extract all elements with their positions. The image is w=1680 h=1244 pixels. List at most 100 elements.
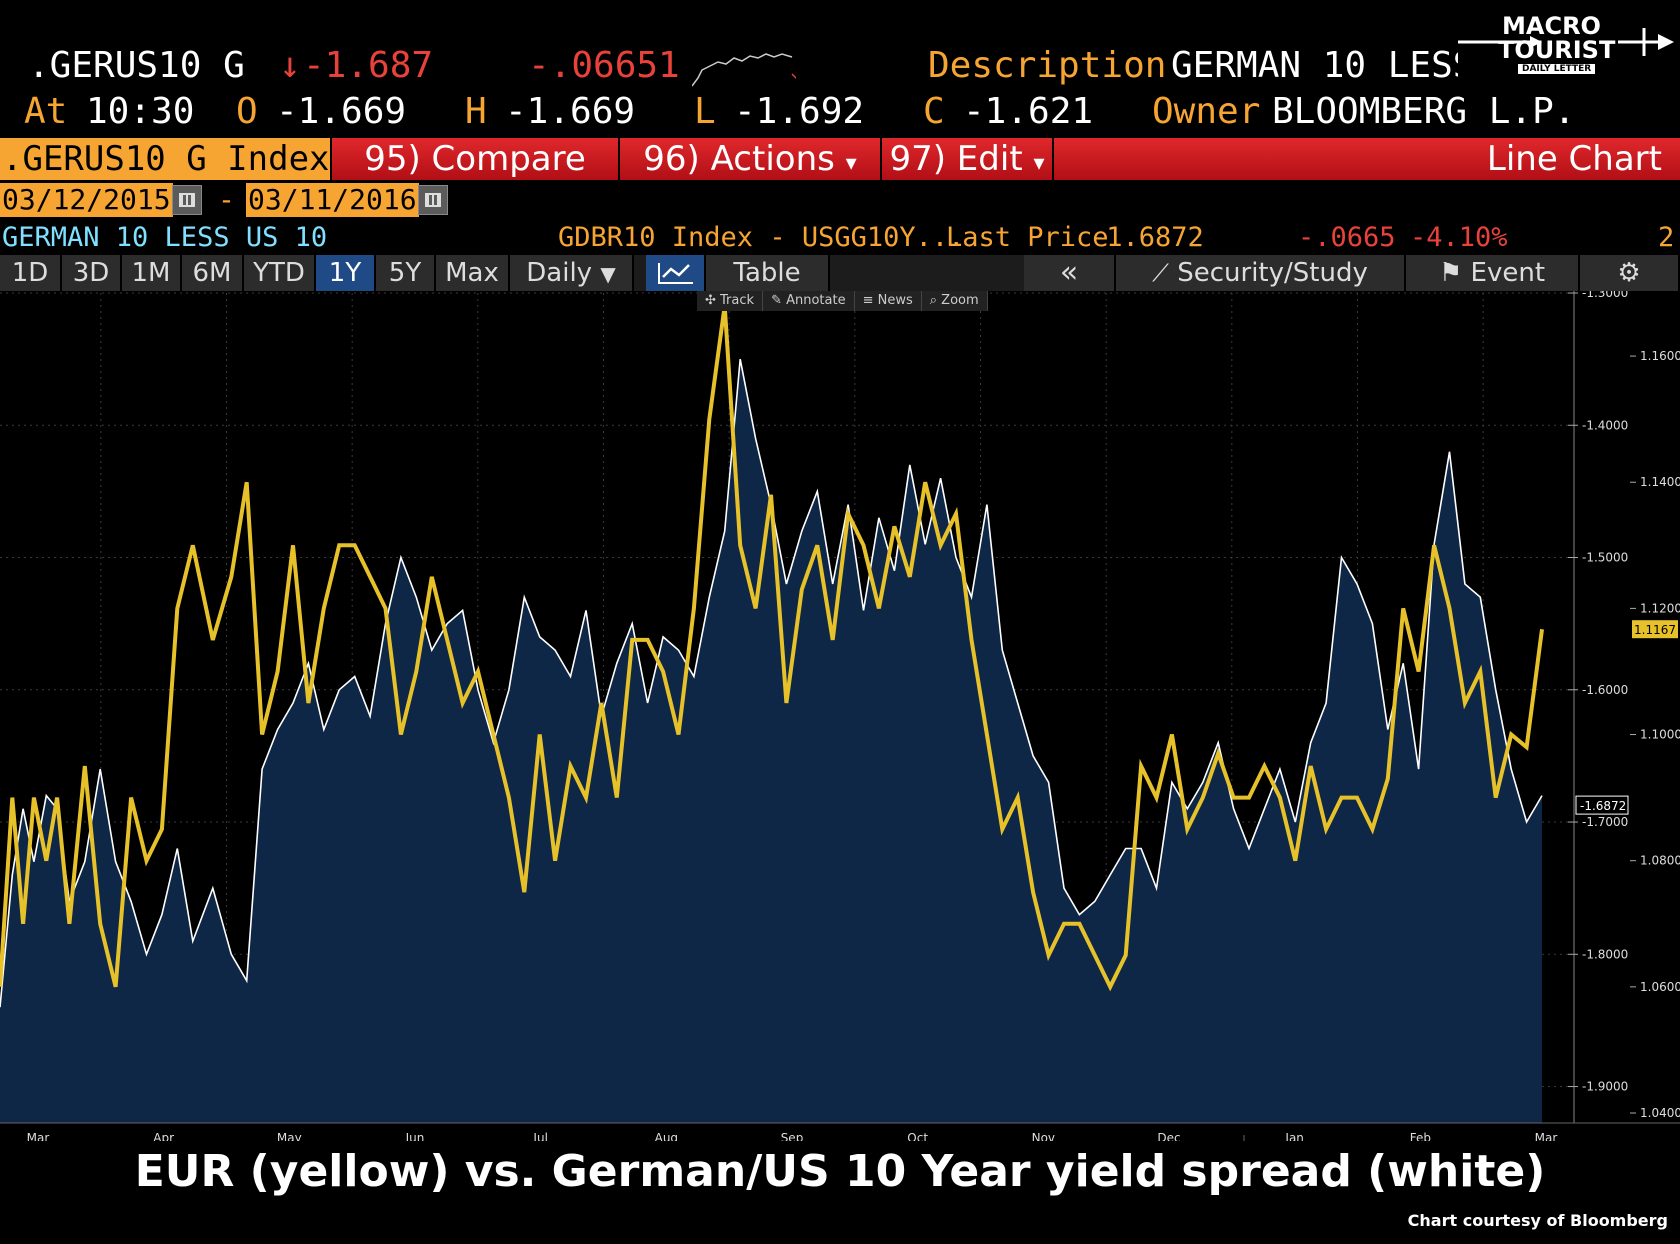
x-tick-label: Mar xyxy=(1535,1131,1558,1141)
line-chart-icon xyxy=(658,263,693,284)
actions-button[interactable]: 96) Actions ▾ xyxy=(618,138,880,180)
annotate-tool[interactable]: ✎ Annotate xyxy=(763,291,855,311)
high-value: -1.669 xyxy=(505,91,636,132)
spread-tick-label: -1.6000 xyxy=(1582,683,1628,697)
net-change: -.06651 xyxy=(528,45,680,86)
last-price: -1.687 xyxy=(303,45,434,86)
date-separator: - xyxy=(218,183,235,216)
sparkline-icon xyxy=(692,53,796,87)
x-tick-label: Jan xyxy=(1284,1131,1304,1141)
security-study-icon: ⟋ xyxy=(1152,259,1169,287)
eur-series-line xyxy=(0,305,1544,992)
end-calendar-icon[interactable] xyxy=(418,185,448,215)
security-study-button[interactable]: ⟋ Security/Study xyxy=(1116,255,1406,291)
last-price-value: -1.6872 xyxy=(1090,222,1204,253)
start-calendar-icon[interactable] xyxy=(172,185,202,215)
high-label: H xyxy=(465,91,487,132)
chart-caption: EUR (yellow) vs. German/US 10 Year yield… xyxy=(134,1146,1546,1197)
line-chart: -1.3000 -1.4000 -1.5000 -1.6000 -1.7000 -1.80… xyxy=(0,291,1680,1141)
line-chart-view-button[interactable] xyxy=(646,255,706,291)
eur-last-tag xyxy=(1632,620,1678,639)
at-label: At xyxy=(24,91,68,132)
annotate-icon: ✎ xyxy=(771,293,787,308)
security-study-label: Security/Study xyxy=(1177,258,1368,288)
track-tool[interactable]: ✣ Track xyxy=(697,291,764,311)
chart-tools: ✣ Track ✎ Annotate ≡ News ⌕ Zoom xyxy=(697,291,988,311)
open-value: -1.669 xyxy=(276,91,407,132)
chart-credit: Chart courtesy of Bloomberg xyxy=(1407,1211,1668,1230)
spread-series-line xyxy=(0,358,1543,1008)
edit-button[interactable]: 97) Edit ▾ xyxy=(880,138,1052,180)
x-tick-label: Sep xyxy=(781,1131,804,1141)
tab-period-max[interactable]: Max xyxy=(436,255,510,291)
tab-period-5y[interactable]: 5Y xyxy=(376,255,436,291)
low-value: -1.692 xyxy=(734,91,865,132)
spread-tick-label: -1.7000 xyxy=(1582,815,1628,829)
tab-period-1m[interactable]: 1M xyxy=(122,255,182,291)
last-price-label: Last Price xyxy=(946,222,1109,253)
menu-bar: .GERUS10 G Index 95) Compare 96) Actions… xyxy=(0,138,1680,180)
x-tick-label: Apr xyxy=(153,1131,174,1141)
logo-line-3: DAILY LETTER xyxy=(1518,64,1596,74)
owner-value: BLOOMBERG L.P. xyxy=(1272,91,1576,132)
actions-chevron-down-icon: ▾ xyxy=(845,151,857,176)
macro-tourist-logo: MACRO TOURIST DAILY LETTER xyxy=(1458,6,1680,86)
spread-tick-label: -1.9000 xyxy=(1582,1080,1628,1094)
track-icon: ✣ xyxy=(705,293,721,308)
collapse-button[interactable]: « xyxy=(1024,255,1116,291)
tab-period-1y[interactable]: 1Y xyxy=(316,255,376,291)
security-formula: GDBR10 Index - USGG10Y... xyxy=(558,222,965,253)
eur-tick-label: 1.1400 xyxy=(1640,475,1680,489)
security-change: -.0665 xyxy=(1298,222,1396,253)
frequency-dropdown[interactable]: Daily ▼ xyxy=(510,255,634,291)
end-date-input[interactable]: 03/11/2016 xyxy=(246,183,419,217)
news-icon: ≡ xyxy=(862,293,878,308)
spread-tick-label: -1.8000 xyxy=(1582,947,1628,961)
close-value: -1.621 xyxy=(963,91,1094,132)
view-mode-label[interactable]: Line Chart xyxy=(1052,138,1680,180)
spread-last-tag xyxy=(1575,795,1629,815)
frequency-label: Daily xyxy=(526,258,593,288)
tab-period-1d[interactable]: 1D xyxy=(0,255,62,291)
security-row: GERMAN 10 LESS US 10 GDBR10 Index - USGG… xyxy=(0,222,1680,254)
event-label: Event xyxy=(1470,258,1546,288)
eur-tick-label: 1.1200 xyxy=(1640,601,1680,615)
chart-axes: -1.3000 -1.4000 -1.5000 -1.6000 -1.7000 -1.80… xyxy=(1568,291,1680,1123)
spread-tick-label: -1.4000 xyxy=(1582,418,1628,432)
x-tick-label: Jun xyxy=(405,1131,425,1141)
compare-button[interactable]: 95) Compare xyxy=(330,138,618,180)
news-tool[interactable]: ≡ News xyxy=(855,291,922,311)
tab-period-6m[interactable]: 6M xyxy=(182,255,244,291)
zoom-icon: ⌕ xyxy=(929,293,942,308)
open-label: O xyxy=(236,91,258,132)
security-index-label[interactable]: .GERUS10 G Index xyxy=(0,138,330,180)
table-view-button[interactable]: Table xyxy=(706,255,830,291)
actions-label: 96) Actions xyxy=(643,139,835,179)
tab-period-3d[interactable]: 3D xyxy=(62,255,122,291)
logo-line-1: MACRO xyxy=(1502,12,1601,40)
annotate-label: Annotate xyxy=(786,293,846,308)
quote-time: 10:30 xyxy=(86,91,195,132)
security-pct-change: -4.10% xyxy=(1410,222,1508,253)
chart-x-axis: MarAprMayJunJulAugSepOctNovDecJanFebMar2… xyxy=(0,1122,1680,1141)
eur-tick-label: 1.1600 xyxy=(1640,349,1680,363)
eur-last-label: 1.1167 xyxy=(1634,623,1676,637)
start-date-input[interactable]: 03/12/2015 xyxy=(0,183,173,217)
zoom-tool[interactable]: ⌕ Zoom xyxy=(922,291,988,311)
tab-period-ytd[interactable]: YTD xyxy=(244,255,316,291)
security-name: GERMAN 10 LESS US 10 xyxy=(2,222,328,253)
x-tick-label: Jul xyxy=(532,1131,547,1141)
x-tick-label: May xyxy=(277,1131,302,1141)
x-tick-label: Aug xyxy=(655,1131,678,1141)
close-label: C xyxy=(923,91,945,132)
eur-tick-label: 1.0400 xyxy=(1640,1106,1680,1120)
x-tick-label: Mar xyxy=(27,1131,50,1141)
spread-tick-label: -1.3000 xyxy=(1582,291,1628,300)
frequency-chevron-down-icon: ▼ xyxy=(600,262,616,286)
spread-area-fill xyxy=(0,359,1542,1124)
security-count: 2 xyxy=(1658,222,1675,253)
x-tick-label: Dec xyxy=(1157,1131,1180,1141)
gear-icon[interactable]: ⚙ xyxy=(1580,255,1680,291)
spread-tick-label: -1.5000 xyxy=(1582,551,1628,565)
event-button[interactable]: ⚑ Event xyxy=(1406,255,1580,291)
